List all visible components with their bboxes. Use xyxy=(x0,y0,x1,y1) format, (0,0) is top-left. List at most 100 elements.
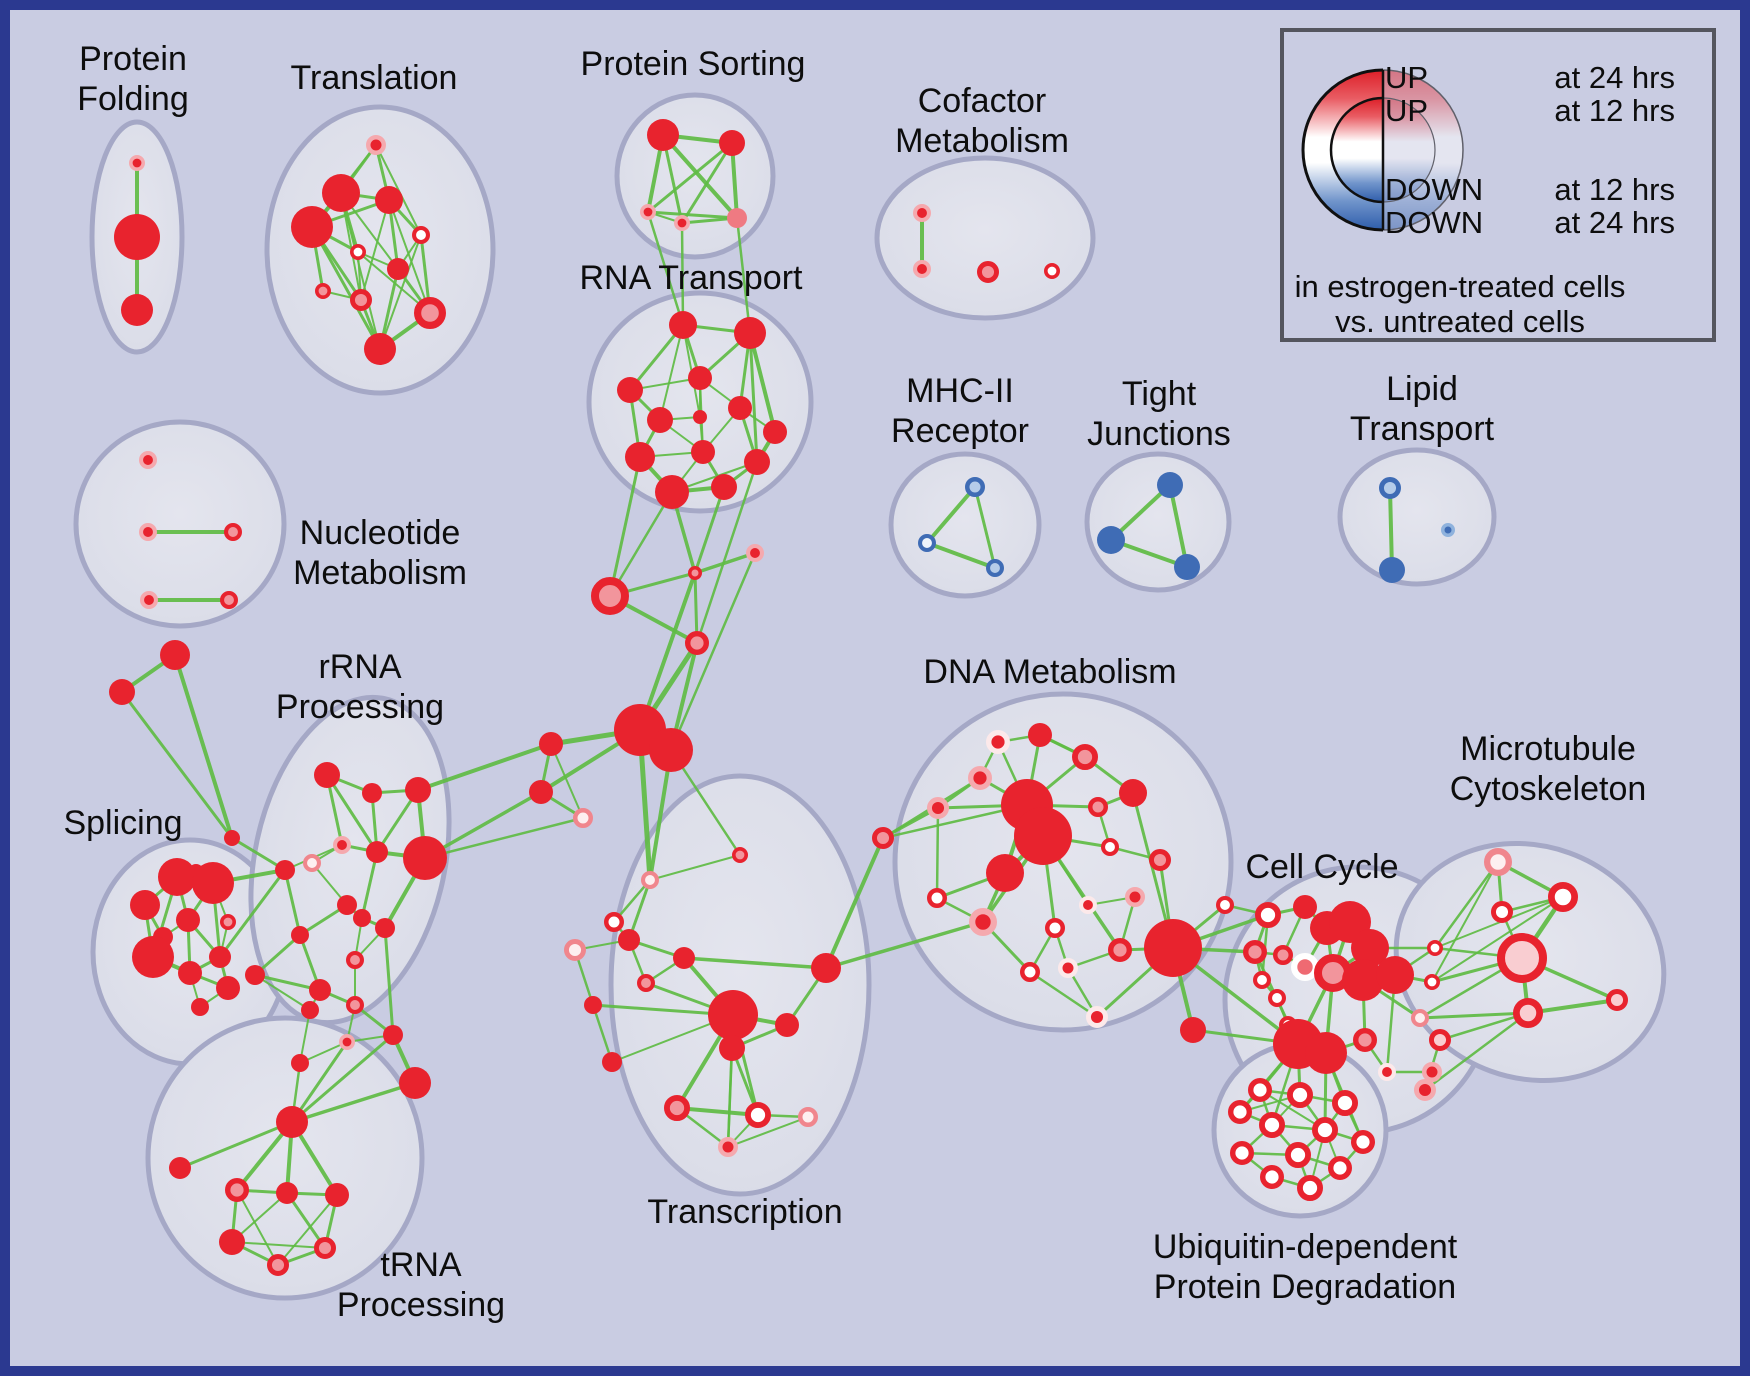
graph-node-rr5 xyxy=(302,854,321,873)
graph-node-cc18 xyxy=(1378,1063,1397,1082)
graph-edge xyxy=(285,1191,327,1250)
graph-node-mc8 xyxy=(1513,998,1543,1028)
graph-node-cc1 xyxy=(1255,901,1282,928)
graph-edge xyxy=(379,234,422,350)
graph-node-sp3 xyxy=(130,890,160,920)
graph-node-rr0 xyxy=(275,860,295,880)
graph-node-pf2 xyxy=(121,294,153,326)
graph-node-tx3 xyxy=(563,938,586,961)
graph-node-tr2 xyxy=(224,1177,249,1202)
graph-node-cc16 xyxy=(1376,956,1414,994)
graph-node-tx0 xyxy=(641,871,660,890)
graph-node-tl7 xyxy=(314,282,331,299)
graph-node-sp7 xyxy=(132,936,174,978)
graph-node-cc10 xyxy=(1342,959,1384,1001)
graph-node-ub3 xyxy=(1332,1090,1359,1117)
graph-node-sp11 xyxy=(191,998,209,1016)
legend-time-12-down: at 12 hrs xyxy=(1554,172,1675,207)
graph-edge xyxy=(1433,860,1500,950)
graph-node-dm2 xyxy=(1072,743,1099,770)
graph-node-tl10 xyxy=(364,333,396,365)
graph-node-ps3 xyxy=(673,215,690,232)
graph-node-rr9 xyxy=(353,909,371,927)
graph-node-sp1 xyxy=(158,858,196,896)
graph-node-sp5 xyxy=(220,913,237,930)
graph-node-rr20 xyxy=(399,1067,431,1099)
graph-node-dm5 xyxy=(968,766,993,791)
graph-edge xyxy=(1438,1011,1530,1042)
graph-node-dm12 xyxy=(927,888,947,908)
legend-box xyxy=(1280,28,1716,342)
graph-node-cf0 xyxy=(913,203,932,222)
graph-node-x2 xyxy=(224,830,240,846)
cluster-ellipse-lt xyxy=(1337,447,1497,587)
graph-node-tr4 xyxy=(325,1183,349,1207)
graph-node-x7 xyxy=(591,577,629,615)
graph-node-lt2 xyxy=(1441,523,1455,537)
cluster-label-tr: tRNA Processing xyxy=(337,1246,505,1324)
graph-node-rt11 xyxy=(711,474,737,500)
cluster-label-rr: rRNA Processing xyxy=(276,648,444,726)
graph-node-tx14 xyxy=(744,1102,771,1129)
graph-node-rr7 xyxy=(403,836,447,880)
graph-node-rr6 xyxy=(366,841,388,863)
graph-edge xyxy=(1431,896,1564,983)
graph-edge xyxy=(360,199,390,301)
graph-node-sp4 xyxy=(176,908,200,932)
graph-edge xyxy=(1423,1011,1530,1092)
graph-node-mc1 xyxy=(1548,882,1578,912)
graph-node-mh1 xyxy=(918,534,937,553)
graph-edge xyxy=(693,551,757,575)
legend: UP at 24 hrs UP at 12 hrs DOWN at 12 hrs… xyxy=(1280,28,1716,342)
graph-edge xyxy=(824,920,985,970)
graph-node-mc7 xyxy=(1411,1009,1430,1028)
graph-node-dm3 xyxy=(1119,779,1147,807)
cluster-label-cf: Cofactor Metabolism xyxy=(895,82,1069,160)
graph-edge xyxy=(675,1106,760,1117)
graph-node-tx9 xyxy=(602,1052,622,1072)
graph-node-rt8 xyxy=(691,440,715,464)
legend-dir-down-24: DOWN xyxy=(1385,205,1483,240)
graph-edge xyxy=(416,742,553,792)
graph-edge xyxy=(290,1033,395,1124)
graph-node-tl9 xyxy=(414,297,447,330)
graph-node-cc0 xyxy=(1216,896,1235,915)
graph-edge xyxy=(253,973,322,992)
graph-node-x1 xyxy=(109,679,135,705)
graph-edge xyxy=(230,836,287,872)
cluster-label-ps: Protein Sorting xyxy=(581,45,806,83)
graph-node-nm3 xyxy=(139,591,158,610)
graph-node-rt0 xyxy=(669,311,697,339)
graph-edge xyxy=(646,210,685,327)
graph-edge xyxy=(659,324,684,421)
graph-edge xyxy=(748,331,777,434)
graph-edge xyxy=(669,551,757,752)
cluster-label-cc: Cell Cycle xyxy=(1245,848,1398,886)
graph-node-tl8 xyxy=(350,289,373,312)
graph-node-cc2 xyxy=(1293,895,1317,919)
graph-node-tj2 xyxy=(1174,554,1200,580)
graph-node-rr19 xyxy=(291,1054,309,1072)
graph-edge xyxy=(608,490,674,598)
graph-edge xyxy=(935,806,940,900)
graph-node-rr3 xyxy=(405,777,431,803)
graph-node-rr18 xyxy=(338,1034,355,1051)
graph-node-ub5 xyxy=(1312,1117,1339,1144)
graph-node-dm19 xyxy=(1058,958,1078,978)
graph-node-pf1 xyxy=(114,214,160,260)
graph-node-tx5 xyxy=(673,947,695,969)
graph-node-cc6 xyxy=(1242,940,1267,965)
graph-node-dm17 xyxy=(1107,938,1132,963)
graph-edge xyxy=(591,1003,614,1064)
cluster-label-sp: Splicing xyxy=(63,804,182,842)
graph-node-lt0 xyxy=(1378,477,1401,500)
graph-node-tr0 xyxy=(276,1106,308,1138)
graph-node-dm0 xyxy=(986,730,1011,755)
graph-node-tx6 xyxy=(811,953,841,983)
cluster-label-ub: Ubiquitin-dependent Protein Degradation xyxy=(1153,1228,1458,1306)
cluster-label-lt: Lipid Transport xyxy=(1350,370,1495,448)
graph-node-tx15 xyxy=(798,1107,818,1127)
graph-edge xyxy=(423,790,543,860)
graph-node-rt9 xyxy=(744,449,770,475)
